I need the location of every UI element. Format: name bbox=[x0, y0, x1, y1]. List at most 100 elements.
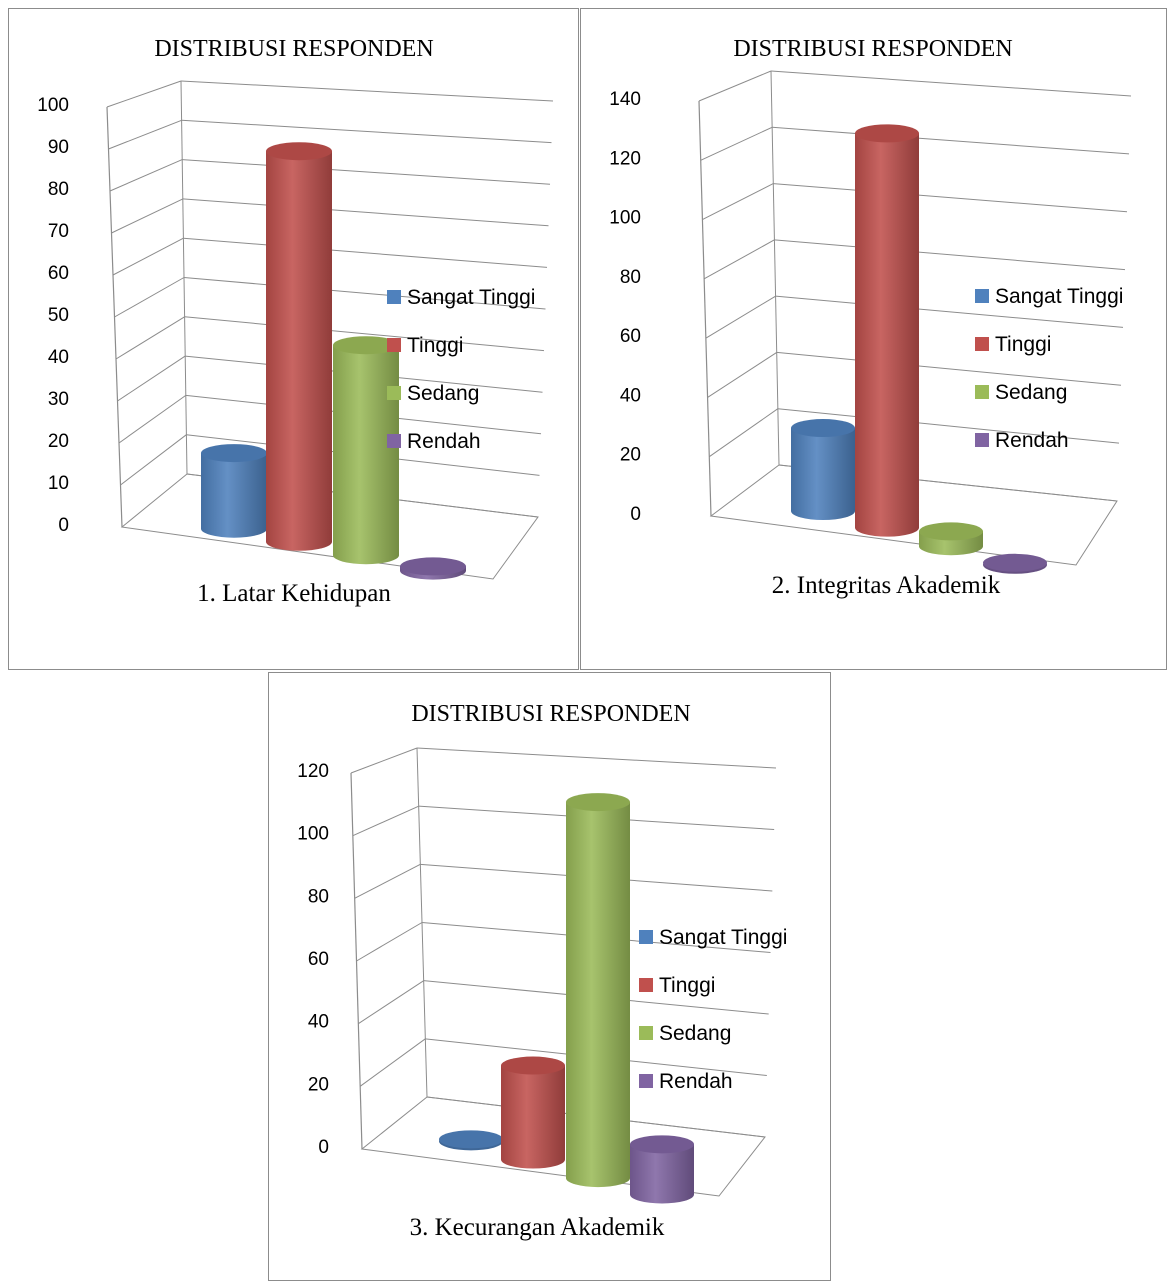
gridline-back bbox=[184, 316, 545, 352]
legend-swatch bbox=[639, 930, 653, 944]
legend-item-tinggi: Tinggi bbox=[639, 974, 715, 997]
bar-sangat-tinggi bbox=[439, 1130, 503, 1151]
bar-top bbox=[630, 1135, 694, 1154]
chart-kecurangan-akademik: DISTRIBUSI RESPONDEN 0 20 40 60 80 100 120 Sanga… bbox=[297, 701, 787, 1241]
legend-label: Rendah bbox=[407, 430, 481, 453]
legend-label: Tinggi bbox=[995, 333, 1051, 356]
chart-caption: 2. Integritas Akademik bbox=[772, 572, 1001, 599]
bar-sangat-tinggi bbox=[201, 444, 267, 538]
gridline-side bbox=[700, 126, 773, 161]
gridline-back bbox=[776, 351, 1122, 386]
y-tick-label: 80 bbox=[620, 267, 641, 288]
legend-label: Sedang bbox=[659, 1022, 731, 1045]
y-tick-label: 0 bbox=[58, 515, 69, 536]
legend-label: Sangat Tinggi bbox=[659, 926, 787, 949]
bar-top bbox=[791, 419, 855, 438]
legend-swatch bbox=[975, 289, 989, 303]
y-tick-label: 80 bbox=[308, 886, 329, 907]
gridline-back bbox=[775, 295, 1124, 328]
bar-top bbox=[333, 336, 399, 355]
gridline-side bbox=[358, 980, 424, 1025]
legend-swatch bbox=[387, 386, 401, 400]
legend-swatch bbox=[639, 978, 653, 992]
gridline-side bbox=[698, 70, 772, 102]
chart-title: DISTRIBUSI RESPONDEN bbox=[733, 36, 1012, 62]
chart-title: DISTRIBUSI RESPONDEN bbox=[411, 701, 690, 727]
gridline-back bbox=[183, 277, 546, 310]
y-tick-label: 20 bbox=[308, 1074, 329, 1095]
gridline-side bbox=[114, 277, 185, 318]
legend-item-tinggi: Tinggi bbox=[975, 333, 1051, 356]
legend-swatch bbox=[975, 385, 989, 399]
legend: Sangat Tinggi Tinggi Sedang Rendah bbox=[639, 926, 787, 1093]
gridline-side bbox=[111, 198, 184, 234]
legend-item-sangat-tinggi: Sangat Tinggi bbox=[639, 926, 787, 949]
chart-panel-integritas-akademik: DISTRIBUSI RESPONDEN 0 20 40 60 80 100 120 140 Sa… bbox=[580, 8, 1167, 670]
y-tick-label: 40 bbox=[48, 347, 69, 368]
gridline-back bbox=[773, 183, 1128, 213]
legend-label: Rendah bbox=[995, 429, 1069, 452]
gridline-side bbox=[354, 863, 421, 899]
gridline-side bbox=[702, 183, 774, 221]
bar-tinggi bbox=[855, 124, 919, 537]
bar-top bbox=[983, 553, 1047, 572]
legend-item-tinggi: Tinggi bbox=[387, 334, 463, 357]
bar-top bbox=[566, 793, 630, 812]
legend-label: Sedang bbox=[407, 382, 479, 405]
bar-tinggi bbox=[266, 142, 332, 551]
legend-item-sedang: Sedang bbox=[387, 382, 479, 405]
legend-item-sedang: Sedang bbox=[639, 1022, 731, 1045]
legend-swatch bbox=[387, 290, 401, 304]
bar-body bbox=[855, 133, 919, 537]
gridline-back bbox=[182, 198, 549, 227]
gridline-back bbox=[182, 159, 551, 185]
gridline-side bbox=[359, 1038, 426, 1087]
gridline-side bbox=[350, 747, 418, 774]
y-tick-label: 60 bbox=[48, 263, 69, 284]
chart-integritas-akademik: DISTRIBUSI RESPONDEN 0 20 40 60 80 100 120 140 Sa… bbox=[609, 36, 1132, 599]
chart-title: DISTRIBUSI RESPONDEN bbox=[154, 36, 433, 62]
y-tick-label: 100 bbox=[297, 824, 329, 845]
y-tick-label: 0 bbox=[318, 1137, 329, 1158]
bar-sedang bbox=[333, 336, 399, 565]
gridline-back bbox=[416, 747, 777, 769]
legend-item-sangat-tinggi: Sangat Tinggi bbox=[975, 285, 1123, 308]
legend-label: Tinggi bbox=[659, 974, 715, 997]
y-tick-label: 20 bbox=[620, 445, 641, 466]
gridline-side bbox=[120, 434, 187, 486]
y-tick-label: 120 bbox=[609, 148, 641, 169]
bar-top bbox=[400, 557, 466, 576]
y-tick-label: 100 bbox=[37, 95, 69, 116]
gridline-back bbox=[183, 237, 548, 268]
legend-item-rendah: Rendah bbox=[639, 1070, 733, 1093]
y-tick-label: 140 bbox=[609, 89, 641, 110]
legend-swatch bbox=[975, 433, 989, 447]
y-tick-label: 50 bbox=[48, 305, 69, 326]
gridline-back bbox=[181, 119, 552, 144]
legend: Sangat Tinggi Tinggi Sedang Rendah bbox=[975, 285, 1123, 452]
chart-caption: 1. Latar Kehidupan bbox=[197, 580, 391, 607]
gridline-back bbox=[774, 239, 1126, 271]
axis-wall-front-edge bbox=[350, 772, 363, 1150]
gridline-side bbox=[356, 922, 423, 962]
bar-rendah bbox=[983, 553, 1047, 574]
bar-top bbox=[501, 1056, 565, 1075]
legend-swatch bbox=[387, 434, 401, 448]
bar-body bbox=[266, 151, 332, 551]
gridline-side bbox=[703, 239, 775, 280]
gridline-side bbox=[109, 159, 183, 192]
y-tick-label: 60 bbox=[620, 326, 641, 347]
legend-label: Rendah bbox=[659, 1070, 733, 1093]
bar-sangat-tinggi bbox=[791, 419, 855, 521]
bar-tinggi bbox=[501, 1056, 565, 1169]
chart-latar-kehidupan: DISTRIBUSI RESPONDEN 0 10 20 30 40 50 60 70 80 90 1… bbox=[37, 36, 554, 607]
bars bbox=[791, 124, 1047, 574]
gridline-back bbox=[770, 70, 1132, 97]
bar-body bbox=[501, 1065, 565, 1169]
bar-top bbox=[855, 124, 919, 143]
legend-swatch bbox=[639, 1074, 653, 1088]
chart-panel-kecurangan-akademik: DISTRIBUSI RESPONDEN 0 20 40 60 80 100 120 Sanga… bbox=[268, 672, 831, 1281]
legend-swatch bbox=[639, 1026, 653, 1040]
legend-label: Tinggi bbox=[407, 334, 463, 357]
legend: Sangat Tinggi Tinggi Sedang Rendah bbox=[387, 286, 535, 453]
